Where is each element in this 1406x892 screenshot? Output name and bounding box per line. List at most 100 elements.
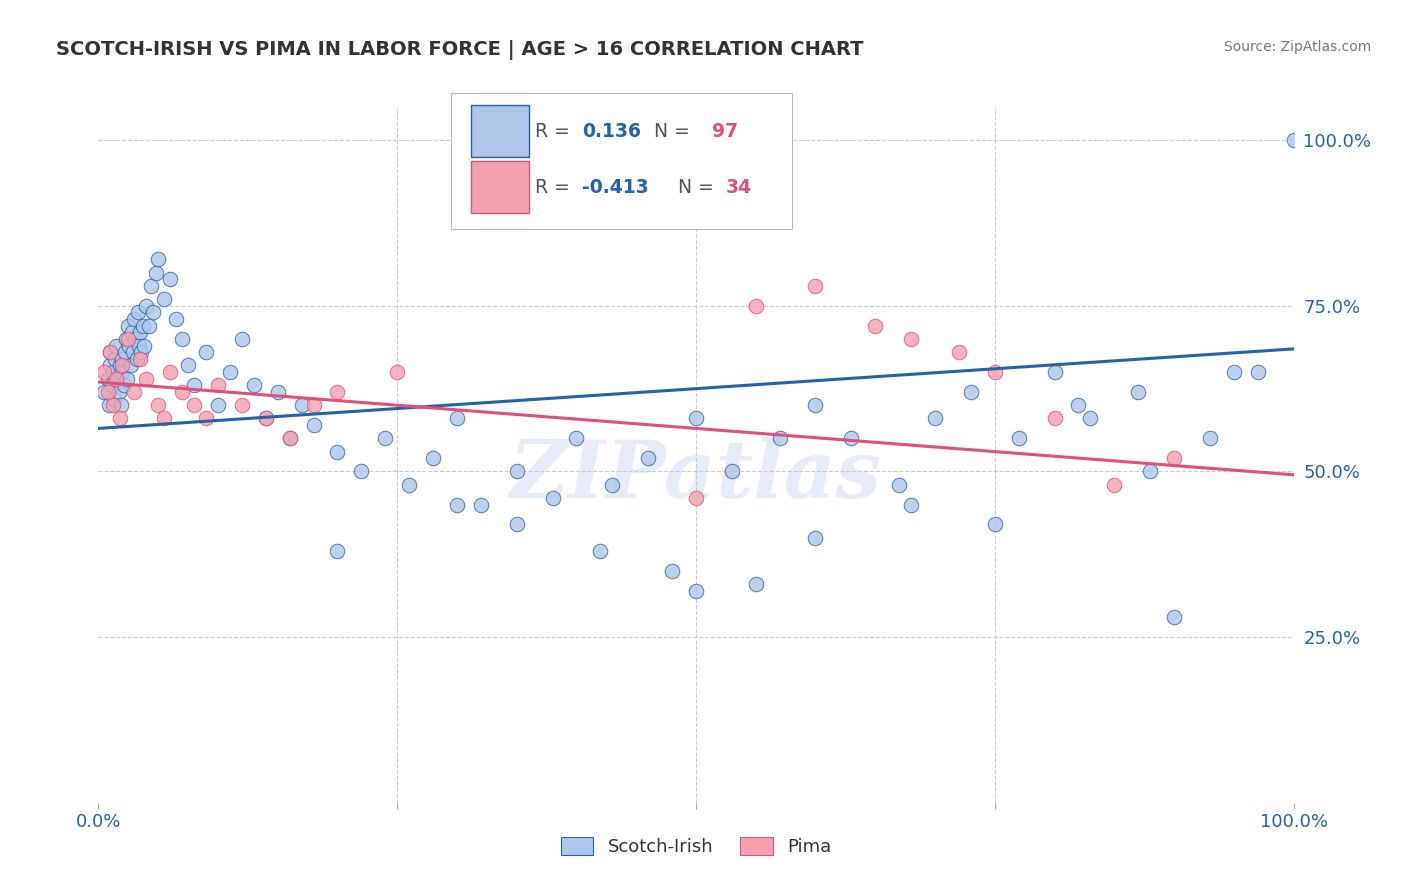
Point: [661, 564, 683, 578]
Point: [948, 345, 970, 359]
Point: [172, 384, 194, 399]
Point: [900, 498, 922, 512]
Point: [183, 398, 205, 412]
Point: [98, 359, 122, 373]
Point: [385, 365, 409, 379]
Point: [111, 365, 134, 379]
Point: [138, 318, 160, 333]
Point: [685, 583, 707, 598]
Point: [900, 332, 922, 346]
Point: [1223, 365, 1246, 379]
Point: [865, 318, 887, 333]
Point: [101, 365, 124, 379]
Point: [131, 345, 153, 359]
Point: [804, 531, 827, 545]
Point: [128, 338, 150, 352]
Point: [124, 384, 146, 399]
Point: [107, 372, 129, 386]
Point: [984, 365, 1007, 379]
Text: SCOTCH-IRISH VS PIMA IN LABOR FORCE | AGE > 16 CORRELATION CHART: SCOTCH-IRISH VS PIMA IN LABOR FORCE | AG…: [56, 40, 863, 60]
Legend: Scotch-Irish, Pima: Scotch-Irish, Pima: [554, 830, 838, 863]
Point: [685, 491, 707, 505]
Point: [101, 398, 124, 412]
Point: [1163, 451, 1185, 466]
Point: [804, 398, 827, 412]
Point: [960, 384, 983, 399]
Point: [118, 338, 141, 352]
Point: [98, 345, 122, 359]
Text: N =: N =: [643, 122, 696, 141]
Point: [139, 279, 162, 293]
Point: [127, 305, 149, 319]
FancyBboxPatch shape: [471, 161, 529, 213]
Point: [589, 544, 612, 558]
Point: [115, 332, 138, 346]
Point: [207, 378, 229, 392]
Point: [93, 384, 115, 399]
Point: [107, 384, 129, 399]
Point: [565, 431, 588, 445]
Point: [278, 431, 301, 445]
Point: [637, 451, 659, 466]
Point: [124, 312, 146, 326]
Point: [105, 372, 128, 386]
Point: [1067, 398, 1090, 412]
Point: [302, 398, 325, 412]
Point: [120, 359, 142, 373]
Point: [172, 332, 194, 346]
Point: [98, 345, 122, 359]
Point: [183, 378, 205, 392]
Point: [326, 444, 349, 458]
Point: [1199, 431, 1222, 445]
Point: [302, 418, 325, 433]
Point: [254, 411, 277, 425]
Point: [267, 384, 290, 399]
Point: [506, 465, 529, 479]
Point: [243, 378, 266, 392]
Point: [291, 398, 314, 412]
Point: [114, 345, 136, 359]
Text: 34: 34: [725, 178, 752, 196]
Point: [121, 326, 143, 340]
Point: [165, 312, 187, 326]
Point: [470, 498, 492, 512]
Point: [111, 351, 134, 366]
Point: [135, 299, 157, 313]
Point: [745, 299, 768, 313]
Point: [1247, 365, 1270, 379]
Point: [117, 332, 139, 346]
Point: [1139, 465, 1161, 479]
Point: [115, 372, 138, 386]
Point: [254, 411, 277, 425]
Point: [105, 338, 128, 352]
Point: [153, 411, 176, 425]
Point: [1163, 610, 1185, 624]
Point: [1282, 133, 1305, 147]
Point: [93, 365, 115, 379]
Point: [326, 384, 349, 399]
Point: [1043, 365, 1066, 379]
Point: [129, 326, 152, 340]
Point: [177, 359, 200, 373]
Point: [1043, 411, 1066, 425]
Point: [685, 411, 707, 425]
Point: [125, 351, 148, 366]
Point: [110, 398, 132, 412]
Point: [1104, 477, 1126, 491]
Point: [104, 351, 127, 366]
Text: N =: N =: [666, 178, 720, 196]
Point: [278, 431, 301, 445]
Point: [721, 465, 744, 479]
Point: [506, 517, 529, 532]
Point: [602, 477, 624, 491]
Point: [124, 332, 146, 346]
Point: [745, 577, 768, 591]
Point: [768, 431, 790, 445]
Text: 97: 97: [711, 122, 738, 141]
Point: [100, 378, 122, 392]
Point: [195, 345, 218, 359]
Point: [112, 378, 135, 392]
Point: [889, 477, 911, 491]
Point: [135, 372, 157, 386]
Text: 0.136: 0.136: [582, 122, 641, 141]
